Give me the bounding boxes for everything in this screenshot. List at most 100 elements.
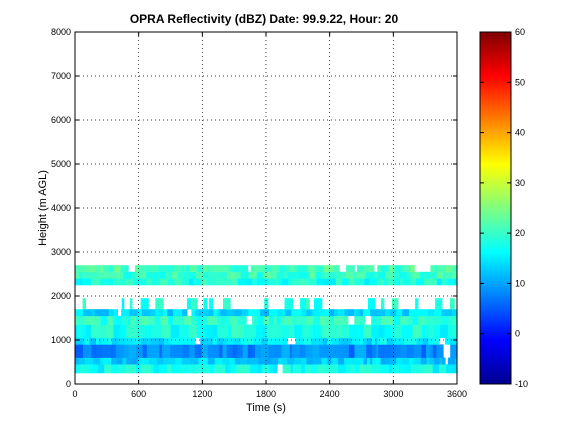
heatmap-cell [252,278,258,286]
heatmap-cell [416,271,421,279]
heatmap-cell [326,271,330,279]
heatmap-cell [117,271,121,279]
heatmap-cell [207,357,216,365]
heatmap-cell [109,265,114,273]
heatmap-cell [181,278,190,286]
heatmap-cell [423,337,429,345]
heatmap-cell [292,364,302,374]
heatmap-cell [452,265,456,273]
layer-6 [75,309,458,317]
heatmap-cell [150,309,156,317]
heatmap-cell [301,364,306,374]
y-tick-label: 7000 [51,71,71,81]
heatmap-cell [315,357,322,365]
x-tick-label: 0 [72,389,77,399]
heatmap-cell [264,298,269,310]
heatmap-cell [125,337,133,345]
heatmap-cell [217,324,226,339]
heatmap-cell [277,309,286,317]
heatmap-cell [83,337,86,345]
heatmap-cell [354,315,358,325]
heatmap-cell [263,315,270,325]
heatmap-cell [209,298,214,310]
heatmap-cell [395,344,401,358]
heatmap-cell [303,337,312,345]
heatmap-cell [393,337,397,345]
heatmap-cell [113,265,121,273]
heatmap-cell [213,344,220,358]
heatmap-cell [240,357,248,365]
heatmap-cell [131,271,136,279]
heatmap-cell [384,278,389,286]
heatmap-cell [349,324,357,339]
heatmap-cell [75,278,84,286]
heatmap-cell [312,309,320,317]
heatmap-cell [413,344,422,358]
heatmap-cell [134,265,140,273]
heatmap-cell [194,344,202,358]
heatmap-cell [377,271,386,279]
heatmap-cell [160,278,168,286]
colorbar-tick-label: 20 [515,228,525,238]
heatmap-cell [250,357,259,365]
heatmap-cell [316,278,325,286]
heatmap-cell [305,265,309,273]
heatmap-cell [371,315,378,325]
heatmap-cell [389,309,393,317]
heatmap-cell [441,357,446,365]
heatmap-cell [317,364,320,374]
heatmap-cell [290,265,294,273]
heatmap-cell [137,309,143,317]
heatmap-cell [88,265,93,273]
heatmap-cell [78,357,85,365]
heatmap-cell [435,298,443,310]
heatmap-cell [203,337,209,345]
heatmap-cell [222,265,230,273]
heatmap-cell [273,315,277,325]
y-axis-ticks: 0 1000 2000 3000 4000 5000 6000 7000 8000 [51,27,457,389]
heatmap-cell [103,271,112,279]
heatmap-cell [184,271,189,279]
heatmap-cell [271,357,279,365]
heatmap-cell [426,357,430,365]
heatmap-cell [92,265,96,273]
heatmap-cell [260,309,265,317]
x-tick-label: 2400 [320,389,340,399]
heatmap-cell [89,337,97,345]
heatmap-cell [225,364,229,374]
heatmap-cell [240,344,243,358]
heatmap-cell [402,309,410,317]
heatmap-cell [342,324,350,339]
heatmap-cell [322,364,326,374]
heatmap-cell [396,357,403,365]
heatmap-cell [455,357,458,365]
y-tick-label: 4000 [51,203,71,213]
heatmap-cell [144,324,152,339]
heatmap-cell [333,364,339,374]
heatmap-cell [313,315,321,325]
heatmap-cell [172,315,177,325]
heatmap-cell [235,271,242,279]
heatmap-cell [123,344,130,358]
heatmap-cell [348,344,355,358]
heatmap-cell [386,337,390,345]
heatmap-cell [302,265,307,273]
heatmap-cell [269,309,278,317]
heatmap-cell [201,364,210,374]
heatmap-cell [154,278,158,286]
heatmap-cell [338,324,343,339]
heatmap-cell [257,315,265,325]
heatmap-cell [291,309,295,317]
heatmap-cell [322,337,328,345]
layer-7 [82,298,455,310]
heatmap-cell [410,337,417,345]
heatmap-cell [328,278,336,286]
heatmap-cell [301,309,307,317]
heatmap-cell [294,309,302,317]
heatmap-cell [115,344,124,358]
heatmap-cell [94,265,101,273]
heatmap-cell [339,271,346,279]
heatmap-cell [372,278,378,286]
heatmap-cell [306,298,310,310]
heatmap-cell [352,271,358,279]
